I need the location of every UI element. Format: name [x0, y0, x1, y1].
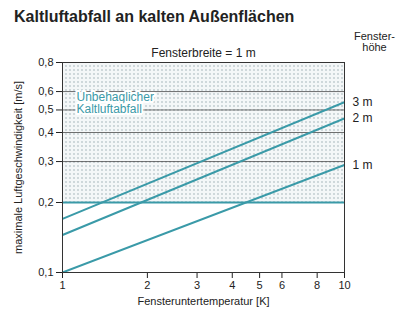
svg-text:0,8: 0,8: [38, 56, 53, 68]
svg-text:10: 10: [338, 279, 350, 291]
svg-text:6: 6: [279, 279, 285, 291]
svg-text:2: 2: [144, 279, 150, 291]
svg-text:0,1: 0,1: [38, 266, 53, 278]
svg-text:3 m: 3 m: [353, 95, 373, 109]
svg-text:Fensterbreite = 1 m: Fensterbreite = 1 m: [151, 46, 255, 60]
svg-text:3: 3: [194, 279, 200, 291]
svg-text:0,4: 0,4: [38, 126, 53, 138]
svg-text:8: 8: [314, 279, 320, 291]
svg-text:0,5: 0,5: [38, 103, 53, 115]
svg-text:Fenster-höhe: Fenster-höhe: [354, 30, 395, 53]
svg-text:2 m: 2 m: [353, 111, 373, 125]
svg-text:1 m: 1 m: [353, 158, 373, 172]
svg-text:0,6: 0,6: [38, 85, 53, 97]
svg-text:Fensteruntertemperatur [K]: Fensteruntertemperatur [K]: [137, 295, 269, 307]
svg-text:0,2: 0,2: [38, 196, 53, 208]
svg-text:0,3: 0,3: [38, 155, 53, 167]
svg-text:1: 1: [59, 279, 65, 291]
svg-text:4: 4: [229, 279, 235, 291]
svg-text:UnbehaglicherKaltluftabfall: UnbehaglicherKaltluftabfall: [77, 90, 154, 116]
svg-text:5: 5: [257, 279, 263, 291]
svg-text:maximale Luftgeschwindigkeit [: maximale Luftgeschwindigkeit [m/s]: [12, 81, 24, 254]
html-text:Kaltluftabfall an kalten Außen: Kaltluftabfall an kalten Außenflächen: [14, 8, 295, 25]
